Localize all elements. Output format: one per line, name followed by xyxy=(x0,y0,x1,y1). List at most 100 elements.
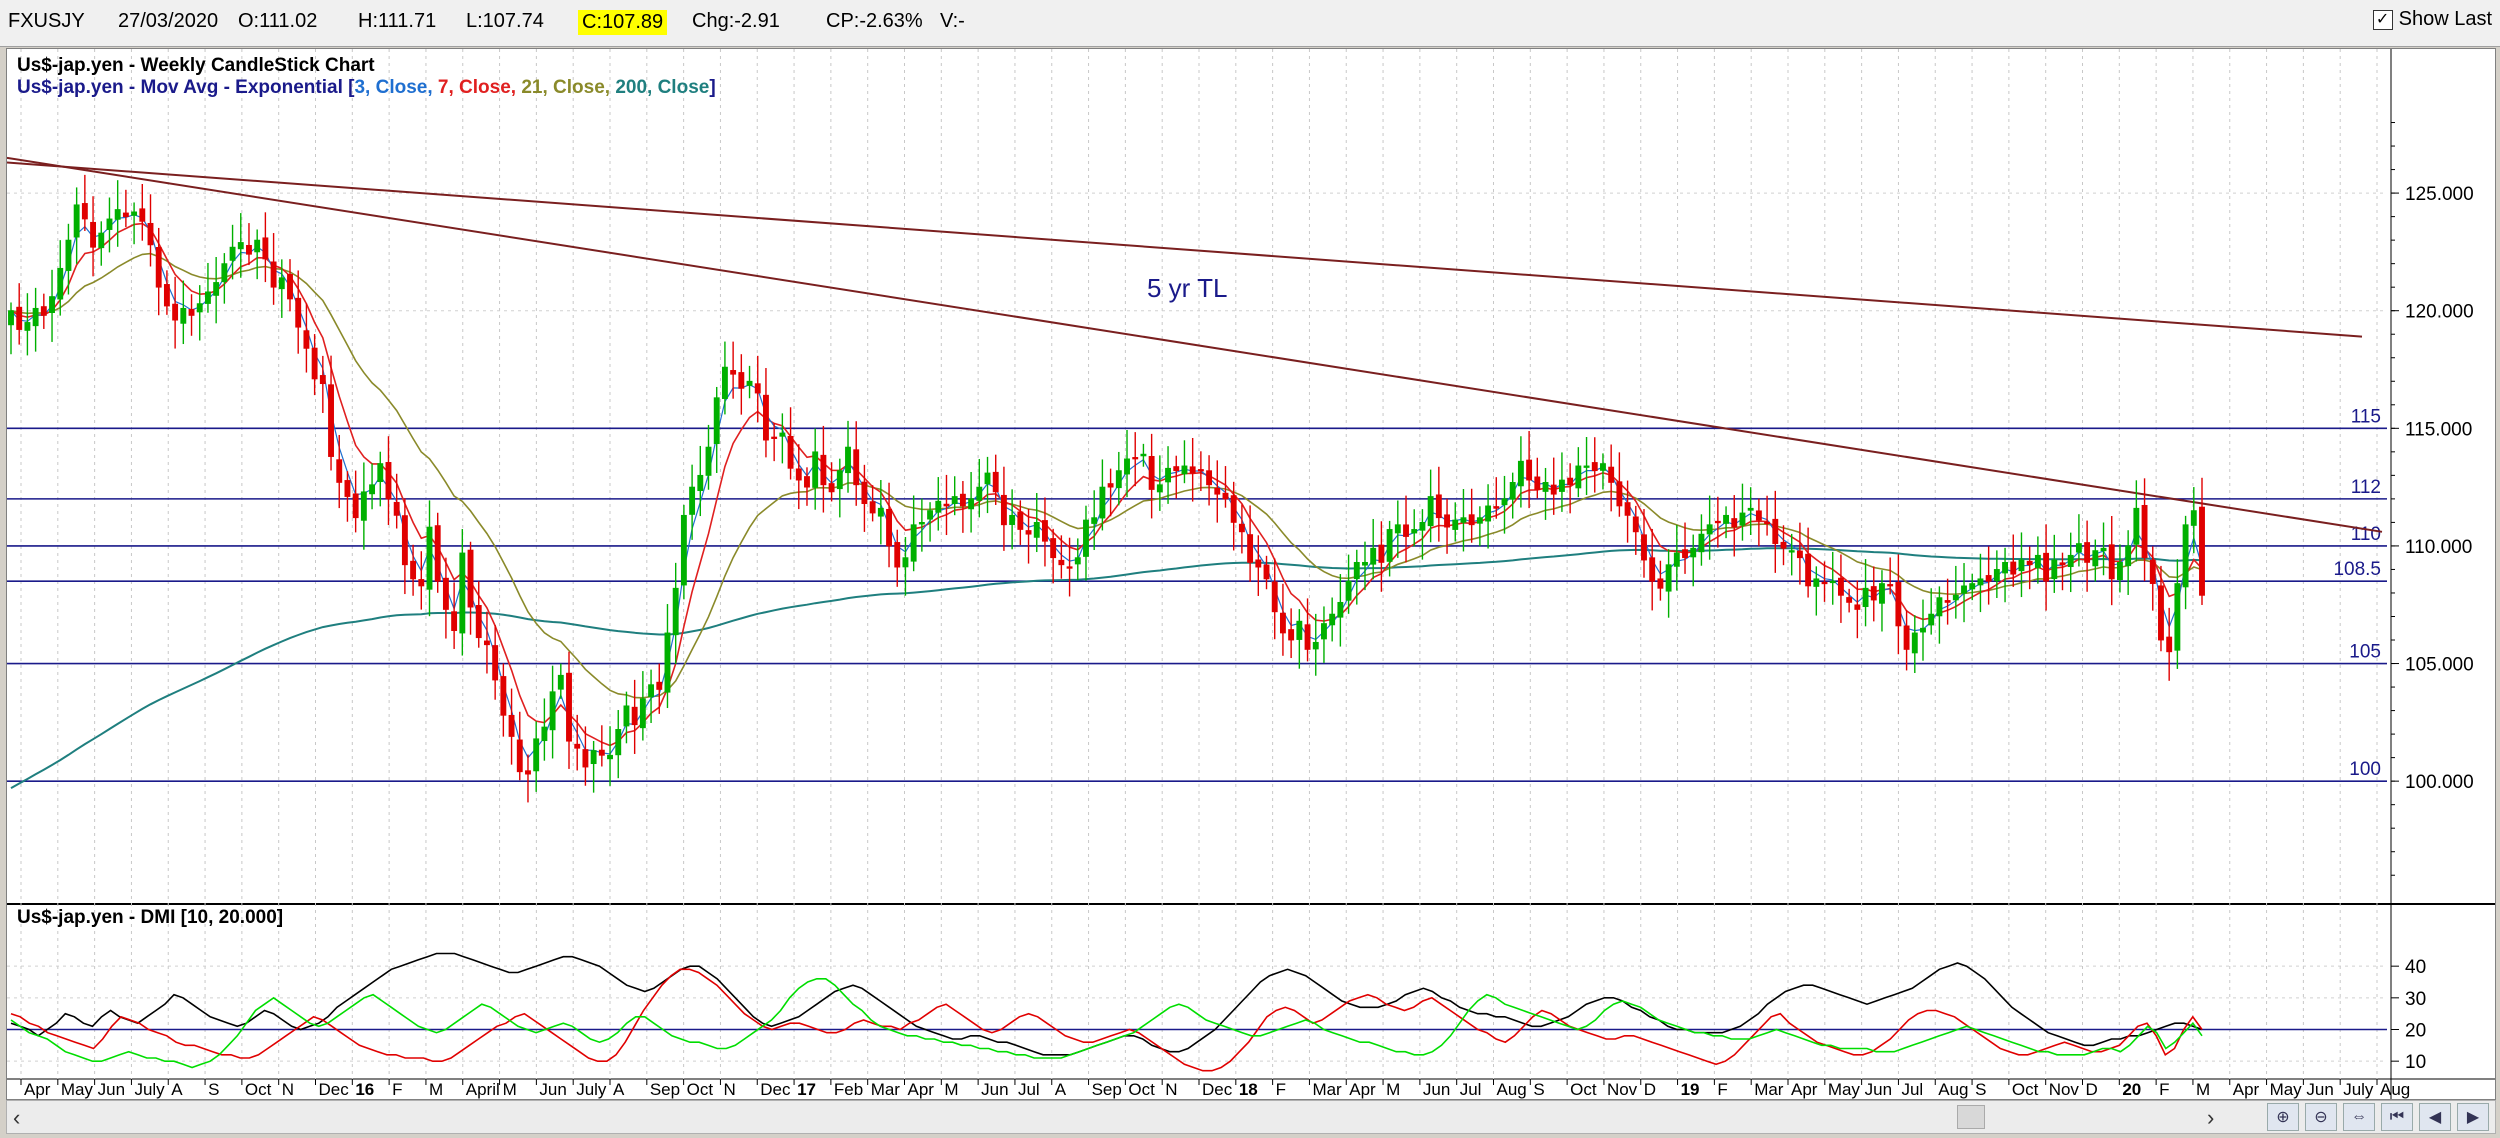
time-tick-label: Apr xyxy=(1349,1080,1376,1099)
candle xyxy=(1189,437,1196,502)
candle-body xyxy=(1247,534,1254,563)
candle-body xyxy=(1042,520,1048,542)
candle-body xyxy=(1263,564,1270,580)
candle-body xyxy=(467,549,474,608)
candle xyxy=(697,445,704,517)
candle xyxy=(1657,560,1664,601)
candle xyxy=(1591,437,1598,493)
candle xyxy=(122,189,129,228)
candle xyxy=(1805,527,1812,598)
candle-body xyxy=(459,552,466,634)
candle xyxy=(943,474,950,536)
close-label: C:107.89 xyxy=(578,10,668,35)
time-tick-label: Jun xyxy=(98,1080,125,1099)
candle-body xyxy=(1993,569,2000,582)
fit-icon[interactable]: ⇔ xyxy=(2343,1103,2375,1131)
candle xyxy=(49,269,55,342)
show-last-checkbox[interactable]: ✓ xyxy=(2372,9,2393,30)
horizontal-scrollbar[interactable]: ‹ › ⊕ ⊖ ⇔ ⏮ ◀ ▶ xyxy=(6,1100,2496,1134)
candle xyxy=(40,293,47,329)
candle xyxy=(804,467,810,506)
level-label: 100 xyxy=(2349,759,2381,780)
candle xyxy=(319,355,326,413)
time-tick-label: Oct xyxy=(2012,1080,2039,1099)
show-last-toggle[interactable]: ✓ Show Last xyxy=(2372,8,2492,31)
candle-body xyxy=(131,211,138,216)
candle xyxy=(779,413,786,464)
candle-body xyxy=(615,729,622,756)
time-tick-label: N xyxy=(1165,1080,1177,1099)
candle-body xyxy=(1813,578,1820,587)
candle-body xyxy=(1238,523,1245,533)
candle-body xyxy=(1427,496,1434,527)
candle-body xyxy=(1321,623,1327,640)
candle xyxy=(1985,546,1992,605)
candle-body xyxy=(1468,514,1475,526)
candle-body xyxy=(557,674,564,690)
candle-body xyxy=(1025,530,1032,535)
candle xyxy=(1296,609,1303,669)
candle xyxy=(1279,583,1286,656)
candle xyxy=(1033,493,1040,553)
prev-bar-icon[interactable]: ◀ xyxy=(2419,1103,2451,1131)
candle-body xyxy=(2166,636,2173,653)
time-tick-label: July xyxy=(2343,1080,2374,1099)
candle xyxy=(1558,452,1565,512)
scroll-thumb[interactable] xyxy=(1957,1105,1985,1129)
level-label: 108.5 xyxy=(2333,559,2381,580)
chart-canvas[interactable]: 115 112 110 108.5 105 100 125.000 120.000 115.0… xyxy=(6,49,2495,1099)
candle-body xyxy=(410,560,417,580)
candle-body xyxy=(639,698,646,729)
candle xyxy=(1961,563,1967,623)
time-tick-label: May xyxy=(61,1080,94,1099)
first-bar-icon[interactable]: ⏮ xyxy=(2381,1103,2413,1131)
candle-body xyxy=(344,480,351,497)
candle-body xyxy=(1829,580,1836,584)
candle-body xyxy=(1206,470,1213,486)
low-label: L:107.74 xyxy=(466,10,544,32)
candle xyxy=(927,502,934,542)
time-tick-label: Apr xyxy=(1791,1080,1818,1099)
candle xyxy=(1017,500,1024,545)
candle-body xyxy=(1370,547,1377,565)
time-tick-label: N xyxy=(282,1080,294,1099)
zoom-out-icon[interactable]: ⊖ xyxy=(2305,1103,2337,1131)
zoom-in-icon[interactable]: ⊕ xyxy=(2267,1103,2299,1131)
candle-body xyxy=(918,522,925,525)
candle-body xyxy=(1862,587,1869,608)
candle-body xyxy=(1345,580,1352,601)
time-tick-label: F xyxy=(392,1080,402,1099)
time-tick-label: A xyxy=(171,1080,183,1099)
candle-body xyxy=(2141,504,2148,559)
candle xyxy=(1435,466,1442,542)
candle-body xyxy=(1714,520,1721,524)
scroll-left-icon[interactable]: ‹ xyxy=(13,1105,21,1130)
candle-body xyxy=(1805,553,1812,587)
time-tick-label: Nov xyxy=(2049,1080,2080,1099)
scroll-right-icon[interactable]: › xyxy=(2207,1105,2215,1130)
candle-body xyxy=(927,510,934,520)
candle-body xyxy=(1156,484,1163,493)
candle xyxy=(845,420,851,493)
candle xyxy=(2166,607,2173,681)
candle-body xyxy=(155,247,162,288)
candle xyxy=(582,726,589,786)
candle-body xyxy=(738,372,745,389)
dmi-tick-label: 40 xyxy=(2405,957,2426,978)
candle-body xyxy=(1542,482,1549,492)
candle xyxy=(1780,525,1787,566)
candle xyxy=(65,223,72,295)
candle-body xyxy=(2108,544,2115,580)
candle xyxy=(262,212,269,283)
candle-body xyxy=(2125,545,2132,567)
candle-body xyxy=(598,749,605,756)
candle-body xyxy=(566,672,572,742)
candle xyxy=(2084,520,2091,592)
next-bar-icon[interactable]: ▶ xyxy=(2457,1103,2489,1131)
candle-body xyxy=(1033,522,1040,538)
candle-body xyxy=(484,640,490,646)
candle xyxy=(1485,484,1492,549)
candle xyxy=(1517,436,1524,508)
ma-param-3: 3, Close, xyxy=(354,77,438,98)
candle-body xyxy=(492,645,499,681)
